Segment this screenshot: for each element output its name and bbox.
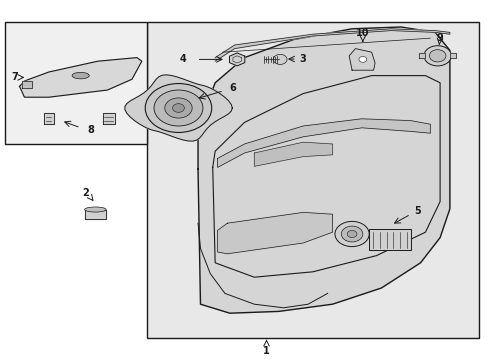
Polygon shape [20,58,142,97]
Circle shape [358,57,366,62]
Polygon shape [254,142,332,166]
Bar [5,22,146,144]
Circle shape [346,230,356,238]
Text: 5: 5 [414,206,421,216]
Circle shape [172,104,184,112]
Polygon shape [124,75,232,141]
Text: 2: 2 [82,188,89,198]
Polygon shape [198,27,449,313]
Polygon shape [217,212,332,254]
Text: 9: 9 [436,33,443,43]
Bar [146,22,478,338]
Polygon shape [449,53,455,58]
Circle shape [154,90,203,126]
Text: 8: 8 [87,125,94,135]
Polygon shape [22,81,32,88]
Text: 6: 6 [228,83,235,93]
Polygon shape [102,113,115,124]
Circle shape [334,221,368,247]
Ellipse shape [84,207,106,212]
Polygon shape [217,119,429,167]
Text: 10: 10 [355,28,369,39]
Polygon shape [84,210,106,219]
Circle shape [164,98,192,118]
Text: 7: 7 [11,72,18,82]
Polygon shape [348,49,374,70]
Polygon shape [44,113,54,124]
Text: 4: 4 [180,54,186,64]
Text: 3: 3 [299,54,306,64]
Circle shape [273,54,286,64]
Polygon shape [418,53,425,58]
Ellipse shape [72,72,89,79]
Bar [368,229,410,250]
Circle shape [341,226,362,242]
Polygon shape [215,29,449,61]
Circle shape [423,46,450,66]
Polygon shape [229,53,244,66]
Text: 1: 1 [263,346,269,356]
Circle shape [145,84,211,132]
Circle shape [428,50,445,62]
